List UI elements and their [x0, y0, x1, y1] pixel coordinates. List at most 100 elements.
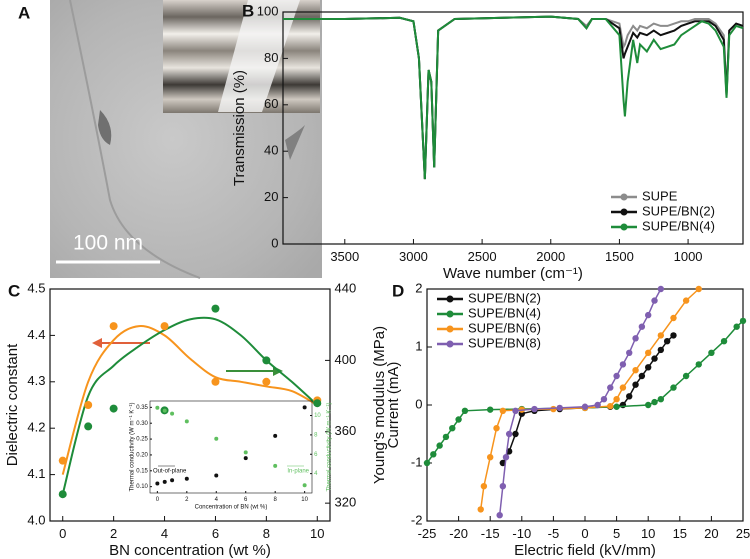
marker — [480, 483, 488, 490]
x-tick-label: 4 — [215, 497, 219, 503]
x-tick-label: 10 — [641, 526, 655, 541]
marker — [512, 407, 519, 414]
marker — [461, 407, 469, 414]
plot-frame — [49, 288, 331, 522]
marker — [262, 356, 271, 365]
x-tick-label: -15 — [481, 526, 500, 541]
marker — [170, 411, 175, 416]
marker — [638, 323, 646, 330]
marker — [682, 372, 690, 380]
y-tick-label: 0.35 — [136, 405, 148, 411]
legend-marker — [446, 325, 454, 333]
marker — [556, 404, 563, 412]
marker — [211, 377, 220, 386]
marker — [695, 285, 702, 293]
x-tick-label: 8 — [274, 497, 278, 503]
marker — [477, 506, 484, 513]
panel-label: D — [392, 281, 404, 300]
x-tick-label: 3000 — [399, 249, 428, 264]
marker — [170, 478, 175, 483]
sheet-edge — [69, 0, 201, 279]
y2-tick-label: 360 — [335, 423, 357, 438]
marker — [211, 304, 220, 313]
y-tick-label: 80 — [264, 50, 278, 65]
x-tick-label: 0 — [581, 526, 588, 541]
marker — [632, 335, 639, 342]
y-axis-title: Transmission (%) — [231, 70, 248, 186]
y-tick-label: 0.20 — [136, 453, 148, 459]
marker — [657, 346, 665, 354]
fold — [285, 125, 305, 160]
marker — [214, 473, 219, 478]
marker — [313, 399, 322, 408]
legend-marker — [620, 208, 628, 216]
marker — [626, 349, 633, 356]
legend-label: SUPE/BN(8) — [468, 335, 541, 350]
x-tick-label: 25 — [736, 526, 750, 541]
marker — [262, 377, 271, 386]
legend-label: SUPE/BN(4) — [468, 305, 541, 320]
marker — [651, 398, 658, 406]
marker — [670, 332, 677, 339]
marker — [302, 483, 307, 488]
marker — [657, 285, 665, 293]
marker — [720, 338, 728, 345]
marker — [302, 405, 307, 410]
y-axis-title: Thermal conductivity (W m⁻¹ K⁻¹) — [130, 402, 136, 491]
marker — [109, 322, 118, 331]
y2-tick-label: 440 — [335, 280, 357, 295]
marker — [638, 372, 646, 380]
fold — [98, 110, 112, 145]
y-tick-label: -1 — [411, 454, 423, 469]
y-tick-label: 0.10 — [136, 484, 148, 490]
y-tick-label: 4.3 — [27, 373, 45, 388]
series-line — [283, 15, 744, 180]
y2-tick-label: 400 — [335, 352, 357, 367]
legend-label: SUPE/BN(2) — [642, 203, 715, 218]
y2-tick-label: 6 — [314, 452, 318, 458]
plot-frame — [149, 400, 313, 494]
x-tick-label: -20 — [449, 526, 468, 541]
panel-label: A — [18, 3, 30, 22]
panel-label: B — [242, 1, 254, 20]
marker — [243, 450, 248, 455]
marker — [487, 454, 494, 461]
x-tick-label: 1000 — [674, 249, 703, 264]
legend-label: SUPE/BN(6) — [468, 320, 541, 335]
x-tick-label: 5 — [613, 526, 620, 541]
series-line — [283, 15, 744, 180]
y2-tick-label: 4 — [314, 471, 318, 477]
marker — [436, 442, 443, 449]
marker — [695, 361, 702, 368]
marker — [184, 419, 189, 424]
y-tick-label: 0 — [271, 235, 278, 250]
marker — [531, 405, 538, 413]
annotation: Out-of-plane — [153, 469, 187, 475]
marker — [657, 332, 665, 339]
marker — [84, 401, 93, 409]
marker — [214, 436, 219, 441]
y-tick-label: 1 — [415, 338, 422, 353]
scale-bar-label: 100 nm — [73, 232, 143, 255]
x-tick-label: 2 — [185, 497, 189, 503]
film — [218, 0, 300, 112]
marker — [184, 476, 189, 481]
x-tick-label: 2000 — [536, 249, 565, 264]
y2-tick-label: 8 — [314, 432, 318, 438]
panel-a: 100 nm A — [18, 0, 322, 279]
x-tick-label: -10 — [512, 526, 531, 541]
marker — [430, 451, 437, 458]
x-tick-label: 2500 — [468, 249, 497, 264]
marker — [84, 422, 93, 431]
marker — [670, 314, 677, 322]
y-tick-label: 0.25 — [136, 437, 148, 443]
marker — [645, 401, 652, 409]
marker — [109, 404, 118, 413]
x-axis-title: BN concentration (wt %) — [109, 542, 271, 559]
legend-marker — [446, 340, 454, 348]
y-tick-label: 4.0 — [27, 512, 45, 527]
marker — [455, 416, 462, 423]
marker — [273, 463, 278, 468]
y-tick-label: 4.4 — [27, 327, 45, 342]
